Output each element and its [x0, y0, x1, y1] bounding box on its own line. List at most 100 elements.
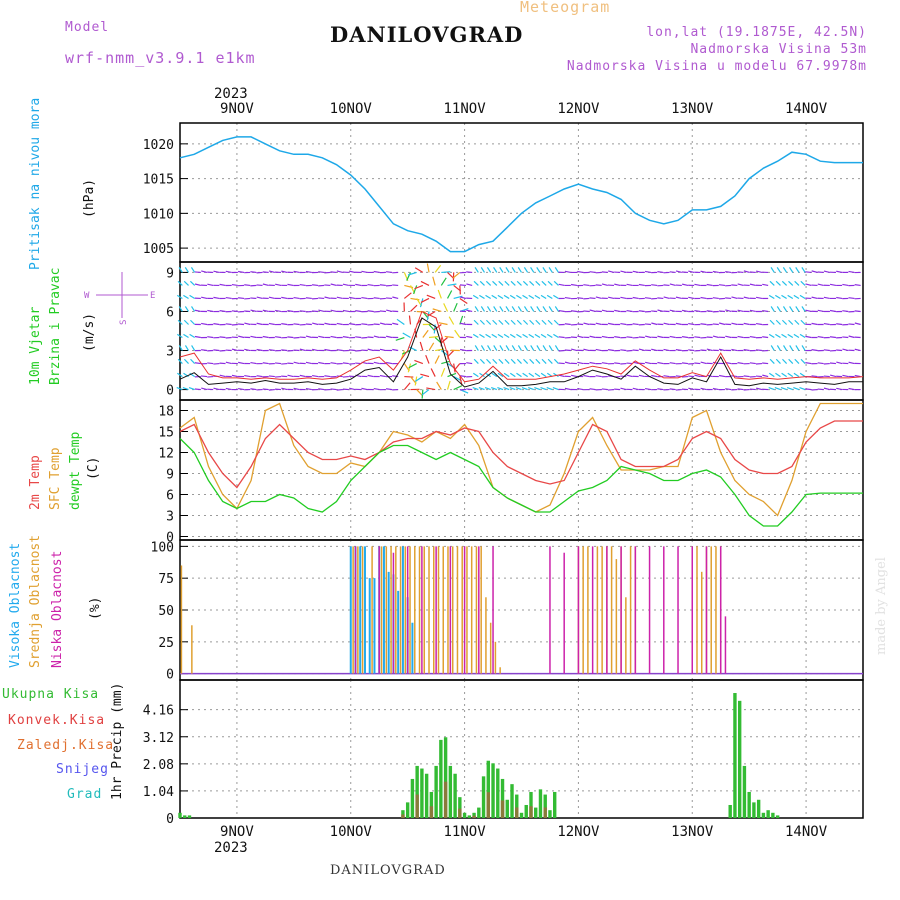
- wind-barb: [817, 309, 824, 313]
- wind-barb: [493, 345, 498, 351]
- wind-barb: [510, 358, 516, 364]
- wind-barb: [493, 306, 498, 312]
- wind-barb: [552, 386, 559, 391]
- wind-barb: [756, 387, 763, 391]
- wind-barb: [446, 290, 453, 299]
- wind-barb: [177, 358, 183, 364]
- wind-barb: [800, 319, 806, 325]
- wind-barb: [256, 375, 263, 378]
- wind-barb: [644, 270, 652, 274]
- wind-barb: [318, 271, 325, 274]
- wind-barb: [188, 386, 195, 391]
- footer-station: DANILOVGRAD: [330, 863, 446, 878]
- wind-barb: [657, 361, 664, 365]
- wind-barb: [794, 358, 800, 364]
- wind-barb: [632, 387, 639, 391]
- wind-barb: [466, 362, 473, 365]
- wind-barb: [737, 283, 744, 287]
- wind-barb: [737, 335, 744, 339]
- wind-barb: [823, 322, 830, 326]
- wind-barb: [268, 296, 275, 300]
- wind-barb: [836, 361, 843, 365]
- precip-bar: [519, 812, 524, 818]
- wind-barb: [694, 362, 701, 365]
- wind-barb: [244, 374, 251, 378]
- wind-barb: [632, 270, 639, 274]
- wind-barb: [503, 372, 510, 378]
- wind-barb: [231, 348, 239, 352]
- wind-barb: [330, 335, 337, 339]
- precip-bar: [529, 791, 533, 818]
- wind-barb: [651, 310, 658, 313]
- wind-barb: [485, 280, 492, 286]
- wind-barb: [505, 267, 510, 273]
- wind-barb: [487, 345, 492, 351]
- precip-bar: [553, 791, 557, 818]
- wind-barb: [743, 322, 750, 326]
- wind-barb: [523, 267, 529, 273]
- wind-barb: [492, 319, 498, 325]
- wind-barb: [700, 387, 707, 391]
- wind-barb: [787, 372, 794, 378]
- wind-barb: [534, 372, 541, 378]
- wind-barb: [191, 306, 196, 312]
- y-tick-label: 0: [166, 531, 174, 546]
- wind-barb: [504, 358, 510, 364]
- wind-barb: [535, 358, 541, 364]
- wind-barb: [854, 374, 861, 378]
- wind-barb: [287, 374, 294, 378]
- wind-barb: [805, 388, 812, 391]
- wind-barb: [194, 335, 201, 339]
- wind-barb: [842, 348, 849, 352]
- y-tick-label: 9: [166, 468, 174, 483]
- wind-barb: [231, 283, 238, 287]
- precip-bar: [477, 807, 481, 818]
- wind-barb: [444, 335, 454, 339]
- wind-barb: [486, 267, 492, 273]
- wind-barb: [601, 388, 608, 391]
- wind-barb: [768, 333, 775, 339]
- wind-barb: [176, 294, 183, 299]
- wind-barb: [663, 322, 670, 326]
- wind-barb: [318, 309, 325, 313]
- wind-barb: [570, 374, 578, 378]
- y-tick-label: 1010: [143, 207, 174, 222]
- bottom-year: 2023: [214, 840, 248, 856]
- wind-barb: [632, 323, 639, 326]
- y-tick-label: 3.12: [143, 731, 174, 746]
- wind-barb: [336, 270, 343, 273]
- wind-barb: [527, 386, 535, 391]
- wind-barb: [311, 284, 319, 287]
- wind-barb: [769, 358, 775, 364]
- wind-barb: [466, 388, 473, 391]
- wind-barb: [571, 348, 578, 352]
- wind-barb: [848, 361, 855, 365]
- y-tick-label: 0: [166, 812, 174, 827]
- wind-barb: [184, 345, 190, 351]
- wind-barb: [700, 361, 707, 365]
- wind-barb: [694, 309, 701, 313]
- wind-barb: [651, 284, 658, 287]
- convective-bar: [401, 814, 405, 818]
- compass-north: N: [84, 298, 85, 303]
- wind-barb: [497, 333, 504, 339]
- wind-barb: [367, 348, 374, 352]
- wind-barb: [529, 319, 535, 325]
- wind-barb: [480, 267, 486, 273]
- convective-bar: [415, 794, 419, 818]
- wind-barb: [287, 283, 294, 287]
- wind-barb: [437, 289, 442, 299]
- wind-barb: [811, 375, 818, 378]
- precip-bar: [771, 812, 775, 818]
- wind-barb: [392, 284, 399, 287]
- sfc-temp-line: [179, 402, 863, 517]
- wind-barb: [583, 284, 590, 287]
- wind-barb: [386, 335, 393, 339]
- wind-barb: [426, 294, 436, 300]
- wind-barb: [799, 333, 806, 339]
- wind-barb: [484, 386, 491, 391]
- wind-barb: [554, 267, 559, 273]
- wind-barb: [485, 333, 491, 339]
- wind-barb: [546, 333, 553, 339]
- wind-barb: [800, 280, 806, 286]
